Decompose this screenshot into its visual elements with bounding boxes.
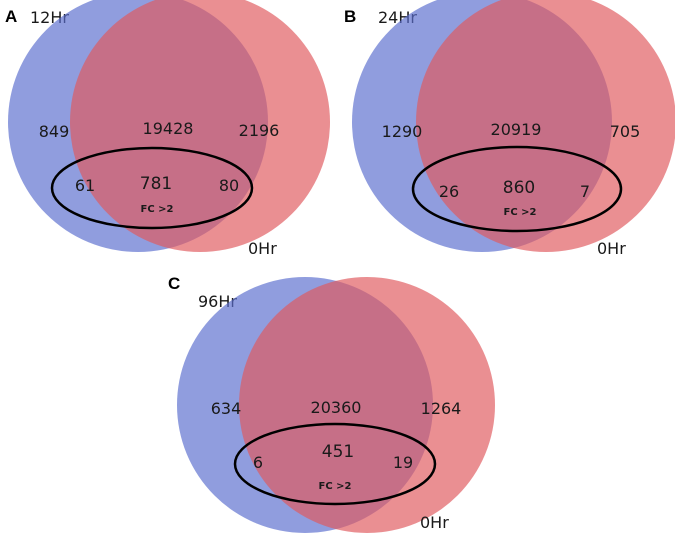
fc-ellipse xyxy=(411,145,623,233)
panel-letter: C xyxy=(168,274,180,293)
left-only-count: 1290 xyxy=(382,122,423,141)
left-only-count: 849 xyxy=(39,122,70,141)
right-set-label: 0Hr xyxy=(248,239,277,258)
left-only-count: 634 xyxy=(211,399,242,418)
fc-overlap-count: 781 xyxy=(140,174,172,194)
panel-letter: B xyxy=(344,7,356,26)
panel-c: C 96Hr 634 20360 1264 6 451 19 FC >2 0Hr xyxy=(168,274,495,533)
fc-overlap-count: 860 xyxy=(503,178,535,198)
fc-overlap-count: 451 xyxy=(322,442,354,462)
fc-right-count: 7 xyxy=(580,182,590,201)
fc-threshold-label: FC >2 xyxy=(319,481,352,492)
fc-ellipse xyxy=(233,422,437,506)
right-only-count: 1264 xyxy=(421,399,462,418)
fc-left-count: 61 xyxy=(75,176,95,195)
fc-right-count: 19 xyxy=(393,453,413,472)
panel-b: B 24Hr 1290 20919 705 26 860 7 FC >2 0Hr xyxy=(344,0,675,258)
overlap-count: 20360 xyxy=(311,398,362,417)
overlap-count: 19428 xyxy=(143,119,194,138)
fc-threshold-label: FC >2 xyxy=(504,207,537,218)
right-set-label: 0Hr xyxy=(597,239,626,258)
fc-threshold-label: FC >2 xyxy=(141,204,174,215)
overlap-count: 20919 xyxy=(491,120,542,139)
panel-letter: A xyxy=(5,7,17,26)
right-set-label: 0Hr xyxy=(420,513,449,532)
right-only-count: 2196 xyxy=(239,121,280,140)
fc-left-count: 6 xyxy=(253,453,263,472)
fc-ellipse xyxy=(50,146,254,230)
right-only-count: 705 xyxy=(610,122,641,141)
right-circle xyxy=(239,277,495,533)
fc-right-count: 80 xyxy=(219,176,239,195)
right-circle xyxy=(70,0,330,252)
right-circle xyxy=(416,0,675,252)
panel-a: A 12Hr 849 19428 2196 61 781 80 FC >2 0H… xyxy=(5,0,330,258)
fc-left-count: 26 xyxy=(439,182,459,201)
